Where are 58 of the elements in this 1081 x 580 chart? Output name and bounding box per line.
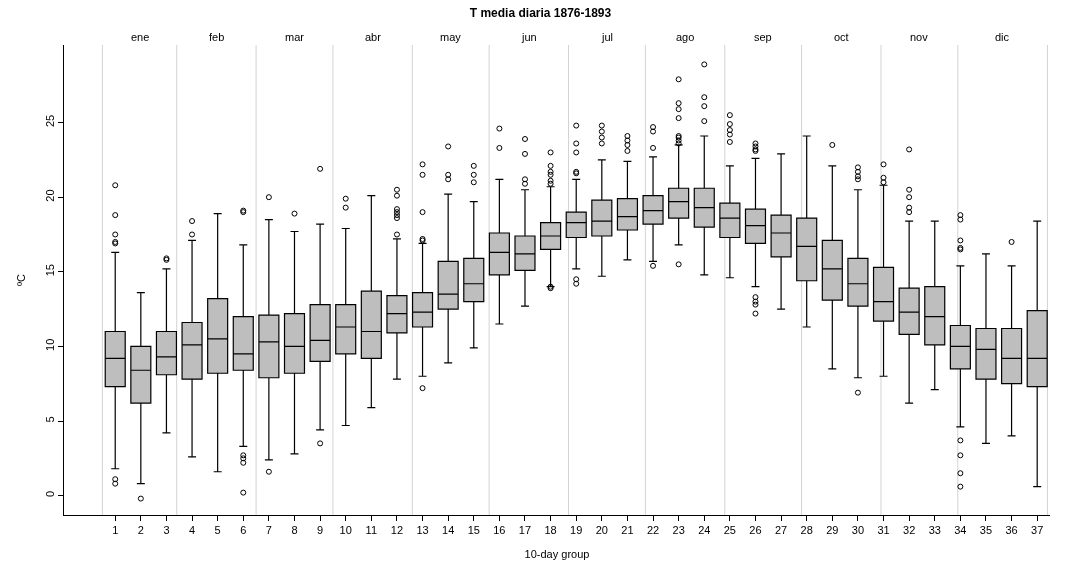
x-tick-label: 36 <box>1005 524 1018 537</box>
x-tick-label: 31 <box>877 524 890 537</box>
text: jul <box>601 31 614 43</box>
x-tick-label: 11 <box>365 524 378 537</box>
x-tick-label: 17 <box>518 524 532 537</box>
text: jun <box>521 31 537 43</box>
y-tick-label: 5 <box>43 416 56 423</box>
text: oct <box>834 31 849 43</box>
x-tick-label: 13 <box>416 524 429 537</box>
x-tick-label: 24 <box>698 524 711 537</box>
x-tick-label: 9 <box>317 524 324 537</box>
text: dic <box>995 31 1010 43</box>
x-tick-label: 30 <box>851 524 865 537</box>
x-tick-label: 33 <box>928 524 941 537</box>
x-tick-label: 29 <box>826 524 839 537</box>
x-tick-label: 6 <box>240 524 247 537</box>
text: ene <box>131 31 150 43</box>
x-tick-label: 35 <box>979 524 993 537</box>
x-tick-label: 26 <box>749 524 762 537</box>
text: ago <box>676 31 695 43</box>
text: feb <box>209 31 225 43</box>
y-tick-label: 20 <box>43 189 56 202</box>
text: abr <box>365 31 382 43</box>
x-tick-label: 34 <box>954 524 967 537</box>
text: nov <box>910 31 929 43</box>
x-tick-label: 10 <box>339 524 352 537</box>
x-tick-label: 21 <box>621 524 634 537</box>
x-tick-label: 12 <box>390 524 404 537</box>
text: sep <box>754 31 772 43</box>
x-tick-label: 27 <box>774 524 788 537</box>
y-tick-label: 10 <box>43 338 56 351</box>
x-tick-label: 28 <box>800 524 813 537</box>
x-tick-label: 1 <box>112 524 119 537</box>
x-tick-label: 4 <box>188 524 196 537</box>
x-tick-label: 23 <box>672 524 685 537</box>
x-tick-label: 32 <box>903 524 916 537</box>
x-tick-label: 20 <box>595 524 608 537</box>
x-tick-label: 5 <box>214 524 221 537</box>
y-tick-label: 15 <box>43 264 56 277</box>
x-tick-label: 3 <box>163 524 170 537</box>
x-tick-label: 15 <box>467 524 480 537</box>
x-tick-label: 2 <box>137 524 144 537</box>
x-axis-title: 10-day group <box>524 548 590 561</box>
x-tick-label: 8 <box>291 524 298 537</box>
y-tick-label: 25 <box>43 114 56 128</box>
x-tick-label: 19 <box>570 524 583 537</box>
x-tick-label: 22 <box>646 524 660 537</box>
x-tick-label: 14 <box>442 524 455 537</box>
x-tick-label: 7 <box>265 524 272 537</box>
text: mar <box>285 31 305 43</box>
text: may <box>440 31 462 43</box>
x-tick-label: 18 <box>544 524 557 537</box>
y-axis-title: ºC <box>15 273 28 286</box>
x-tick-label: 37 <box>1031 524 1044 537</box>
x-tick-label: 16 <box>493 524 506 537</box>
x-tick-label: 25 <box>723 524 736 537</box>
chart-title: T media diaria 1876-1893 <box>469 6 612 21</box>
y-tick-label: 0 <box>43 490 56 498</box>
